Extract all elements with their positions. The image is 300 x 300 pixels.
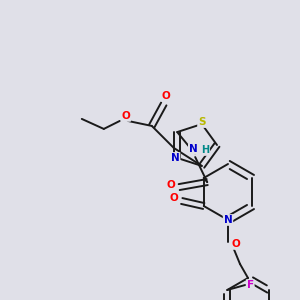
Text: N: N [189,144,198,154]
Text: O: O [167,180,176,190]
Text: N: N [224,215,232,225]
Text: O: O [169,193,178,203]
Text: O: O [232,239,240,249]
Text: F: F [247,280,254,290]
Text: N: N [171,153,180,163]
Text: O: O [161,91,170,101]
Text: S: S [198,117,206,127]
Text: H: H [201,145,209,155]
Text: O: O [122,111,130,121]
